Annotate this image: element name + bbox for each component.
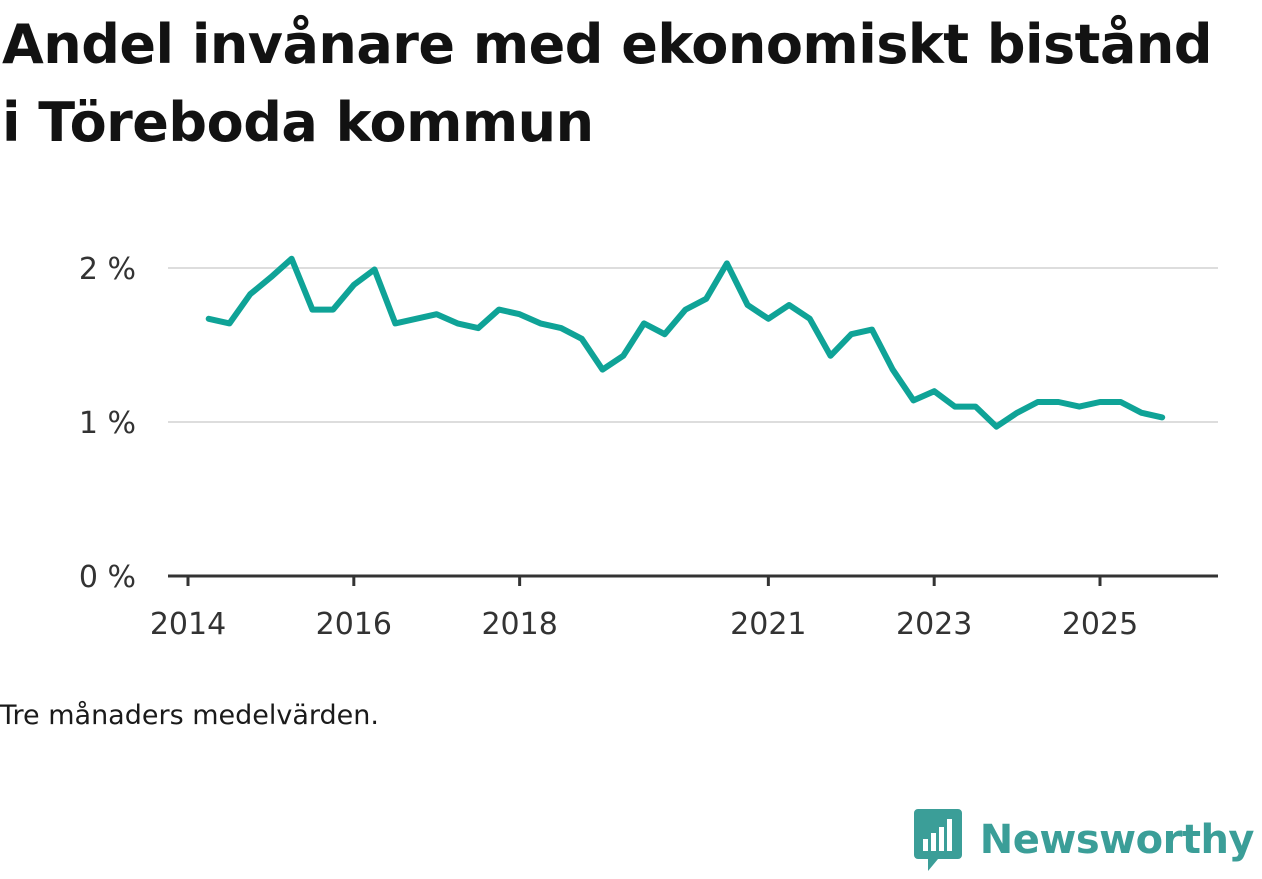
x-tick-label-2: 2018 [481,607,557,642]
x-axis [168,574,1218,586]
chart-title: Andel invånare med ekonomiskt bistånd i … [2,13,1213,154]
y-tick-label-0: 0 % [79,560,136,595]
y-axis-labels: 0 % 1 % 2 % [79,252,136,595]
x-tick-label-5: 2025 [1062,607,1138,642]
x-tick-label-0: 2014 [150,607,226,642]
series-line-0 [205,255,1166,430]
y-tick-label-1: 1 % [79,406,136,441]
y-tick-label-2: 2 % [79,252,136,287]
brand-logo[interactable]: Newsworthy [913,805,1255,875]
gridlines [168,267,1218,423]
x-tick-label-4: 2023 [896,607,972,642]
x-tick-label-3: 2021 [730,607,806,642]
brand-name: Newsworthy [979,817,1255,863]
x-tick-label-1: 2016 [316,607,392,642]
line-chart: 0 % 1 % 2 % 2014 2016 2018 2021 2023 2025 [79,252,1218,642]
x-axis-labels: 2014 2016 2018 2021 2023 2025 [150,607,1138,642]
series [205,255,1166,430]
newsworthy-logo-icon [913,809,962,871]
footnote: Tre månaders medelvärden. [0,700,379,731]
